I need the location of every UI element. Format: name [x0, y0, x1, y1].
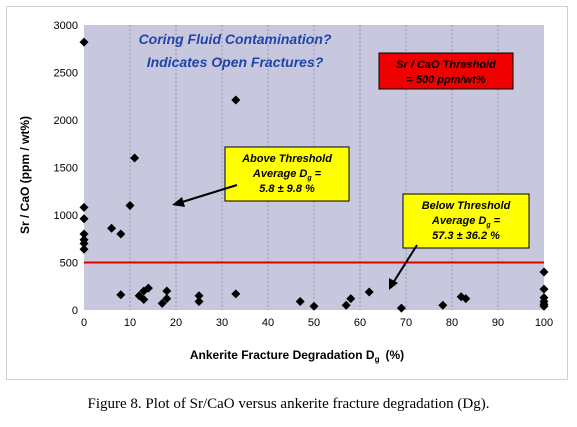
data-point: [79, 202, 89, 212]
data-point: [116, 290, 126, 300]
data-point: [364, 287, 374, 297]
chart-frame: 0 500 1000 1500 2000 2500 3000 0 10 20 30 40 50 60 70…: [6, 6, 568, 380]
data-point: [231, 95, 241, 105]
x-axis-ticks: 0 10 20 30 40 50 60 70 80 90 100: [81, 317, 553, 329]
below-threshold-value: 57.3 ± 36.2 %: [432, 230, 500, 242]
data-point: [438, 300, 448, 310]
data-points: [79, 37, 549, 313]
y-tick-label: 3000: [54, 20, 78, 32]
data-point: [79, 239, 89, 248]
data-point: [194, 296, 204, 306]
y-axis-label: Sr / CaO (ppm / wt%): [18, 116, 32, 234]
y-tick-label: 2500: [54, 68, 78, 80]
data-point: [194, 291, 204, 301]
y-tick-label: 1000: [54, 210, 78, 222]
x-tick-label: 30: [216, 317, 228, 329]
data-point: [139, 295, 149, 305]
data-point: [79, 229, 89, 239]
x-tick-label: 20: [170, 317, 182, 329]
above-threshold-box: [224, 146, 350, 202]
above-threshold-average: Average Dg =: [252, 168, 322, 182]
data-point: [162, 286, 172, 296]
x-tick-label: 90: [492, 317, 504, 329]
y-tick-label: 0: [72, 305, 78, 317]
below-threshold-arrowhead: [389, 278, 398, 290]
threshold-box: [378, 52, 514, 90]
above-threshold-title: Above Threshold: [241, 153, 332, 165]
data-point: [396, 303, 406, 313]
data-point: [107, 223, 117, 233]
data-point: [116, 229, 126, 239]
scatter-chart: 0 500 1000 1500 2000 2500 3000 0 10 20 30 40 50 60 70…: [18, 20, 553, 364]
above-threshold-arrowhead: [172, 197, 185, 207]
threshold-box-line1: Sr / CaO Threshold: [396, 59, 496, 71]
data-point: [539, 284, 549, 294]
data-point: [461, 294, 471, 304]
data-point: [539, 301, 549, 311]
below-threshold-title: Below Threshold: [422, 200, 511, 212]
data-point: [143, 283, 153, 293]
above-threshold-arrow: [178, 184, 238, 204]
data-point: [79, 244, 89, 254]
figure-caption: Figure 8. Plot of Sr/CaO versus ankerite…: [87, 396, 490, 412]
x-axis-label: Ankerite Fracture Degradation Dg (%): [190, 348, 404, 364]
x-tick-label: 100: [535, 317, 553, 329]
x-tick-label: 40: [262, 317, 274, 329]
x-tick-label: 80: [446, 317, 458, 329]
threshold-box-line2: = 500 ppm/wt%: [406, 74, 485, 86]
data-point: [231, 289, 241, 299]
below-threshold-box: [402, 193, 530, 249]
data-point: [341, 300, 351, 310]
y-tick-label: 500: [60, 258, 78, 270]
data-point: [295, 296, 305, 306]
data-point: [130, 153, 140, 163]
below-threshold-average: Average Dg =: [431, 215, 501, 229]
y-axis-ticks: 0 500 1000 1500 2000 2500 3000: [54, 20, 78, 317]
x-tick-label: 10: [124, 317, 136, 329]
y-tick-label: 1500: [54, 163, 78, 175]
x-tick-label: 60: [354, 317, 366, 329]
above-threshold-value: 5.8 ± 9.8 %: [259, 183, 315, 195]
below-threshold-arrow: [392, 244, 418, 284]
x-tick-label: 70: [400, 317, 412, 329]
data-point: [162, 294, 172, 304]
data-point: [79, 214, 89, 224]
annotation-question-line1: Coring Fluid Contamination?: [139, 31, 332, 47]
data-point: [346, 294, 356, 304]
annotation-question-line2: Indicates Open Fractures?: [147, 54, 324, 70]
data-point: [125, 201, 135, 210]
data-point: [539, 267, 549, 277]
x-tick-label: 50: [308, 317, 320, 329]
x-tick-label: 0: [81, 317, 87, 329]
y-tick-label: 2000: [54, 115, 78, 127]
data-point: [309, 301, 319, 311]
data-point: [79, 37, 89, 47]
data-point: [157, 298, 167, 308]
